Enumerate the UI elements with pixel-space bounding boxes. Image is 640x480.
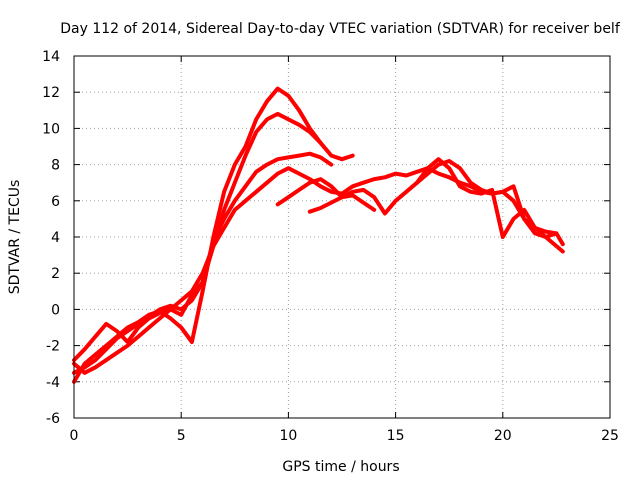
x-tick-label: 0 [70, 428, 79, 444]
y-tick-label: -4 [46, 375, 60, 391]
y-tick-label: 0 [51, 302, 60, 318]
y-tick-label: 12 [42, 85, 60, 101]
y-tick-label: 10 [42, 121, 60, 137]
series-line-7 [415, 157, 565, 247]
y-tick-label: 4 [51, 230, 60, 246]
y-axis-label: SDTVAR / TECUs [7, 180, 23, 295]
series-group [72, 86, 565, 384]
grid-lines [74, 56, 610, 418]
y-tick-label: 8 [51, 158, 60, 174]
series-line-5 [307, 159, 565, 254]
chart-title: Day 112 of 2014, Sidereal Day-to-day VTE… [60, 21, 621, 37]
x-tick-label: 5 [177, 428, 186, 444]
x-axis-label: GPS time / hours [282, 459, 399, 475]
y-tick-labels: -6 -4 -2 0 2 4 6 8 10 12 14 [42, 49, 60, 427]
x-tick-labels: 0 5 10 15 20 25 [70, 428, 619, 444]
y-tick-label: 6 [51, 194, 60, 210]
series-line-3 [72, 151, 334, 363]
plot-frame [73, 55, 611, 419]
x-tick-label: 20 [494, 428, 512, 444]
y-tick-label: 2 [51, 266, 60, 282]
y-tick-label: -2 [46, 339, 60, 355]
x-tick-label: 25 [601, 428, 619, 444]
x-tick-label: 10 [279, 428, 297, 444]
series-line-6 [275, 177, 377, 212]
y-tick-label: 14 [42, 49, 60, 65]
y-tick-label: -6 [46, 411, 60, 427]
x-tick-label: 15 [387, 428, 405, 444]
